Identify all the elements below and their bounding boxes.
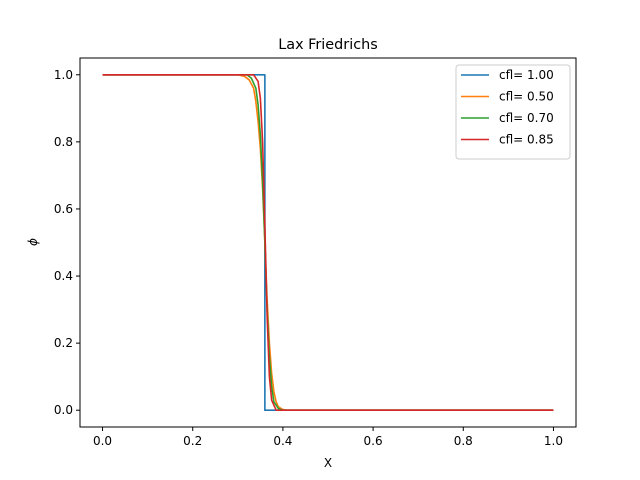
x-tick-label: 1.0	[544, 434, 563, 448]
x-tick-label: 0.6	[364, 434, 383, 448]
x-tick-label: 0.0	[93, 434, 112, 448]
x-axis-label: X	[324, 456, 332, 470]
x-tick-label: 0.8	[454, 434, 473, 448]
legend-label: cfl= 0.50	[499, 90, 554, 104]
y-tick-label: 0.6	[54, 202, 73, 216]
legend-label: cfl= 0.85	[499, 133, 554, 147]
y-axis-label: ϕ	[26, 238, 40, 246]
legend: cfl= 1.00 cfl= 0.50 cfl= 0.70 cfl= 0.85	[455, 64, 571, 160]
series-line-4	[102, 73, 554, 412]
series-layer	[102, 73, 554, 412]
x-tick-label: 0.4	[273, 434, 292, 448]
y-axis: 0.0 0.2 0.4 0.6 0.8 1.0	[54, 68, 80, 417]
y-tick-label: 0.8	[54, 135, 73, 149]
x-axis: 0.0 0.2 0.4 0.6 0.8 1.0	[93, 427, 563, 448]
y-tick-label: 0.0	[54, 403, 73, 417]
x-tick-label: 0.2	[183, 434, 202, 448]
legend-label: cfl= 1.00	[499, 68, 554, 82]
axes-frame	[79, 57, 577, 428]
legend-label: cfl= 0.70	[499, 111, 554, 125]
legend-box	[455, 64, 571, 160]
y-tick-label: 0.2	[54, 336, 73, 350]
chart-title: Lax Friedrichs	[278, 37, 378, 53]
y-tick-label: 0.4	[54, 269, 73, 283]
y-tick-label: 1.0	[54, 68, 73, 82]
